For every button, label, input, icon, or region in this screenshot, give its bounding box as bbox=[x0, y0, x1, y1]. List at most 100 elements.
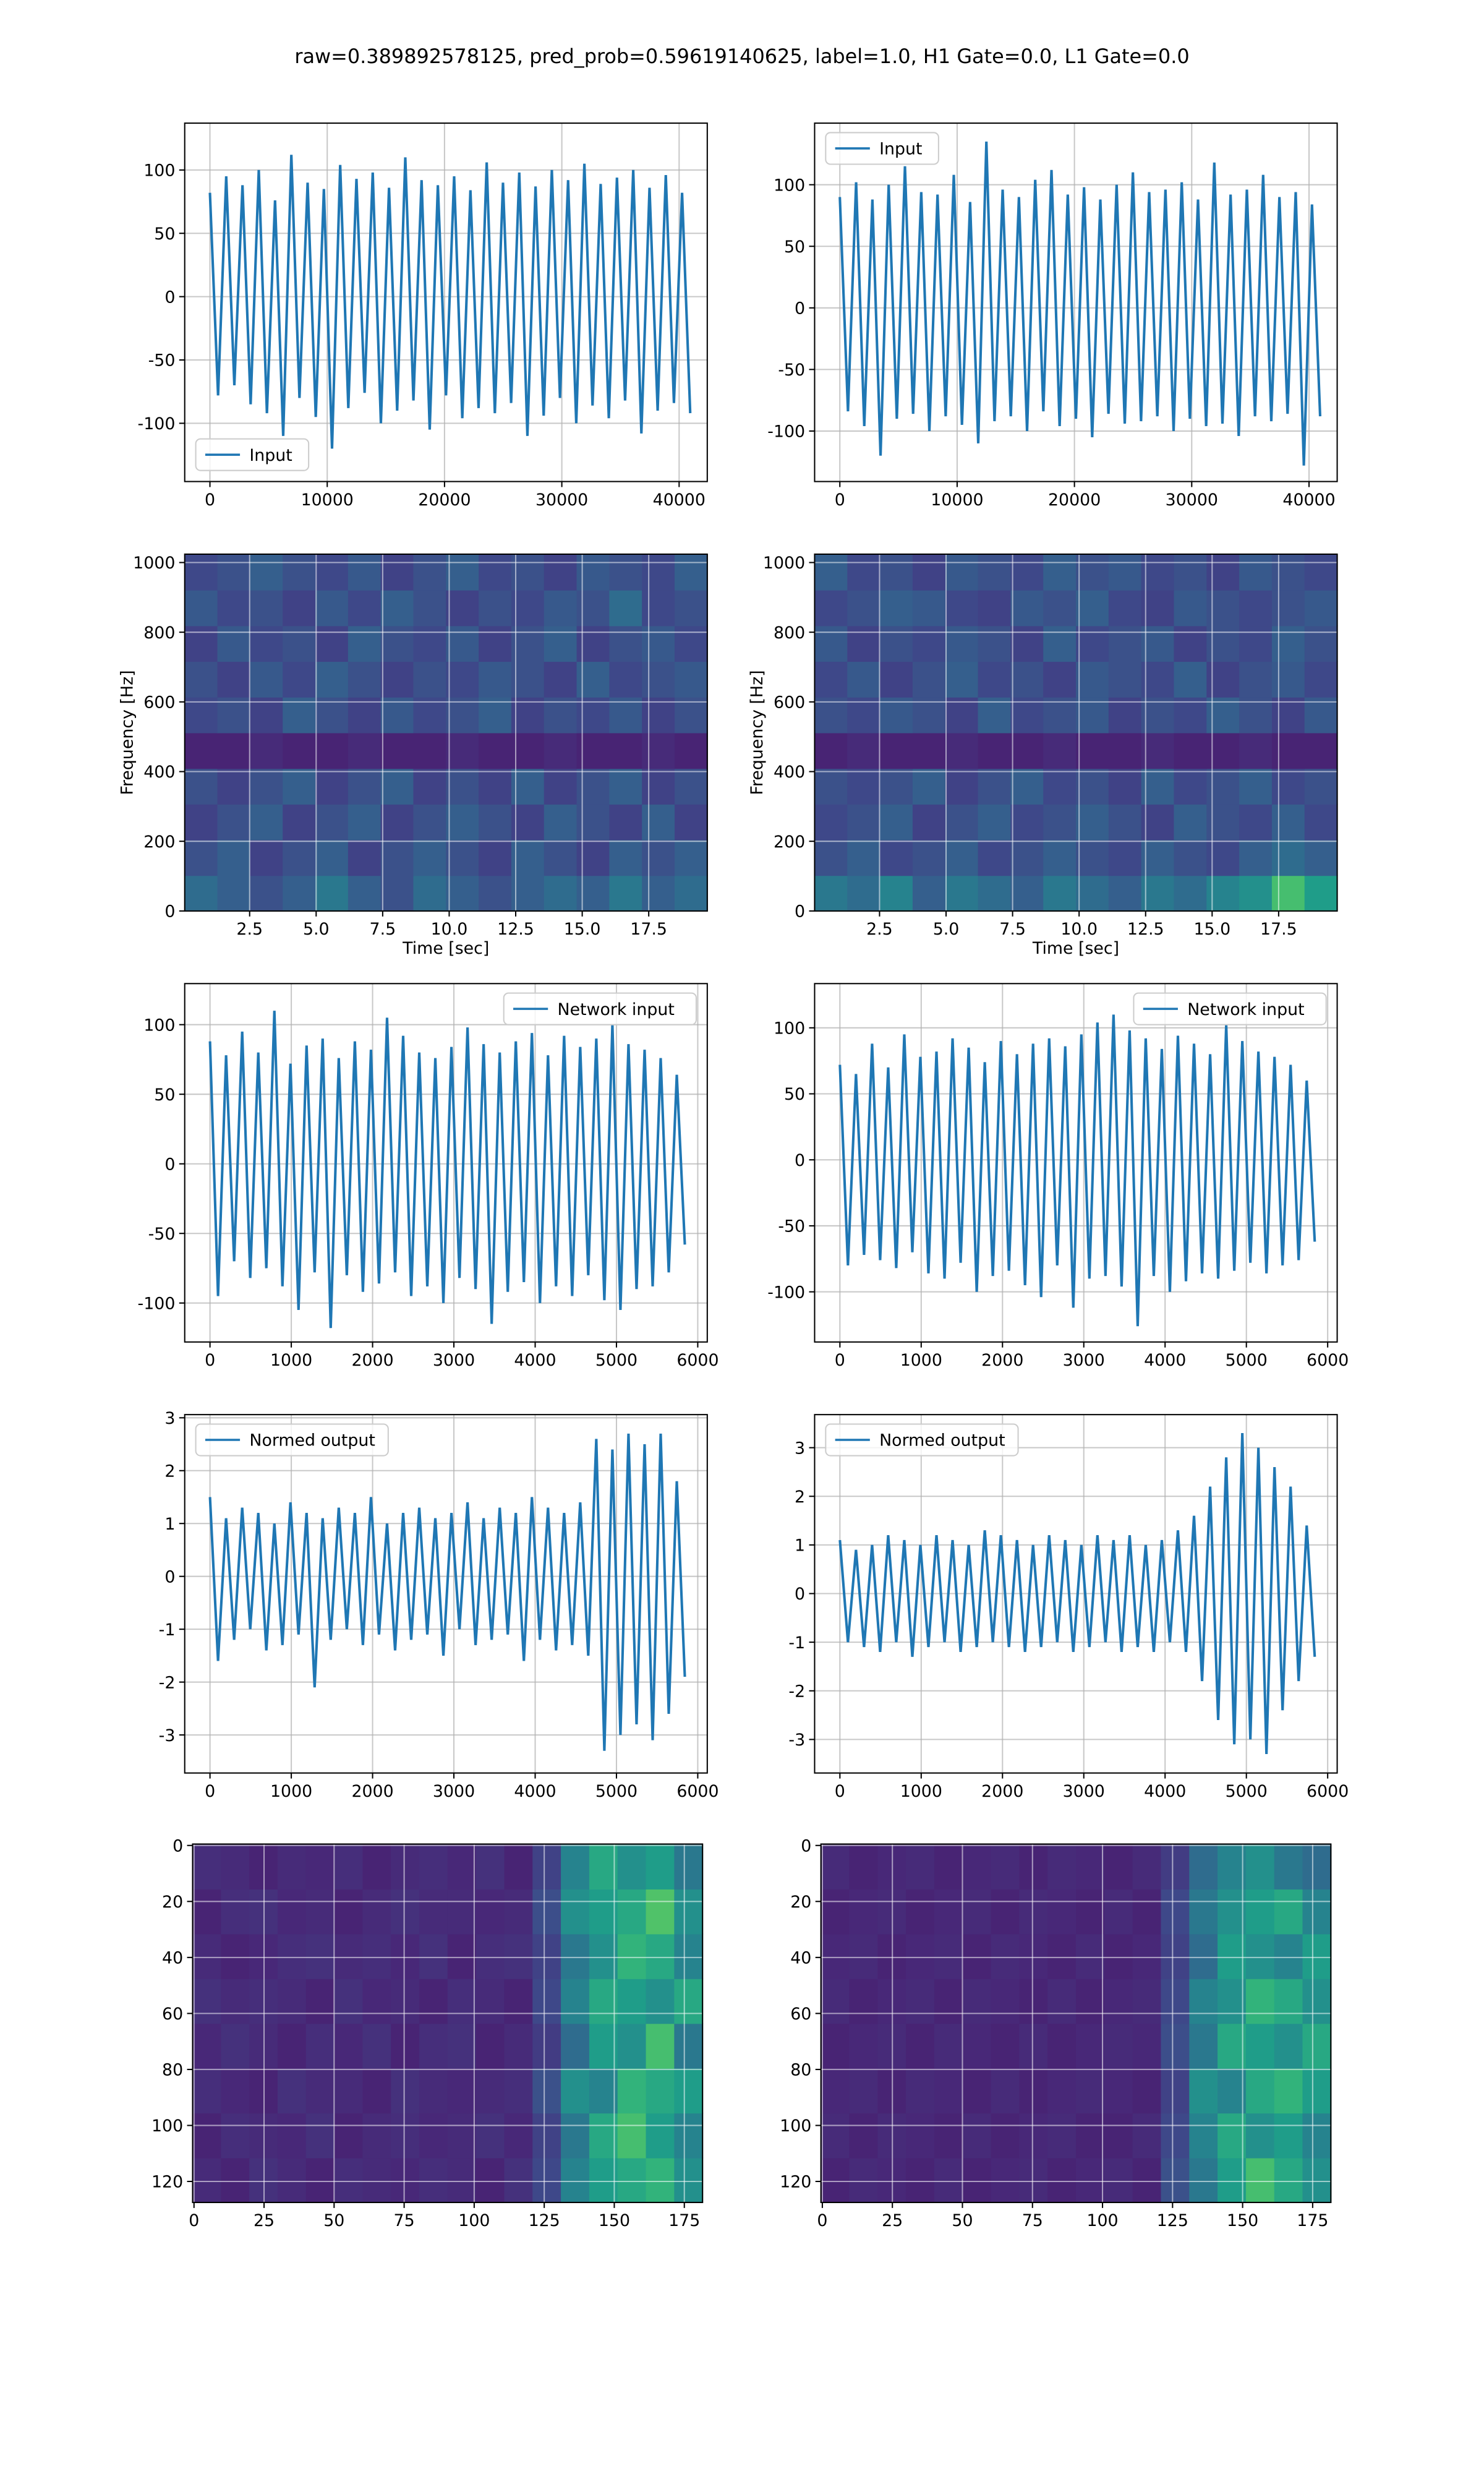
heatmap-cell bbox=[184, 768, 218, 805]
heatmap-cell bbox=[348, 839, 382, 876]
x-tick-label: 2000 bbox=[351, 1782, 393, 1801]
heatmap-cell bbox=[391, 1978, 420, 2024]
heatmap-cell bbox=[674, 2023, 704, 2069]
heatmap-cell bbox=[277, 2068, 307, 2114]
heatmap-cell bbox=[962, 1933, 992, 1979]
heatmap-cell bbox=[561, 2157, 590, 2203]
heatmap-cell bbox=[1174, 875, 1208, 912]
heatmap-cell bbox=[561, 1978, 590, 2024]
x-tick-label: 5000 bbox=[595, 1351, 638, 1370]
heatmap-cell bbox=[617, 1933, 647, 1979]
heatmap-cell bbox=[1189, 2023, 1219, 2069]
heatmap-cell bbox=[814, 839, 848, 876]
heatmap-cell bbox=[419, 2113, 448, 2159]
heatmap-cell bbox=[511, 696, 545, 734]
heatmap-cell bbox=[305, 2157, 335, 2203]
heatmap-cell bbox=[348, 768, 382, 805]
heatmap-cell bbox=[978, 696, 1012, 734]
heatmap-cell bbox=[674, 2068, 704, 2114]
heatmap-cell bbox=[217, 661, 251, 698]
heatmap-cell bbox=[1239, 625, 1273, 662]
heatmap-cell bbox=[675, 696, 708, 734]
heatmap-cell bbox=[1047, 1933, 1077, 1979]
heatmap-cell bbox=[1161, 2023, 1190, 2069]
x-tick-label: 125 bbox=[529, 2211, 560, 2230]
heatmap-cell bbox=[945, 803, 979, 841]
series-line bbox=[838, 1432, 1316, 1755]
heatmap-cell bbox=[849, 1888, 879, 1935]
legend-box bbox=[825, 1423, 1019, 1457]
y-tick-label: -50 bbox=[148, 1225, 176, 1244]
y-tick-label: 0 bbox=[164, 288, 175, 307]
x-tick-label: 2000 bbox=[981, 1351, 1023, 1370]
heatmap-cell bbox=[1304, 625, 1338, 662]
heatmap-cell bbox=[1239, 839, 1273, 876]
heatmap-cell bbox=[646, 1933, 675, 1979]
heatmap-cell bbox=[1141, 839, 1175, 876]
heatmap-cell bbox=[221, 2113, 250, 2159]
heatmap-cell bbox=[646, 1888, 675, 1935]
legend: Network input bbox=[503, 992, 697, 1025]
heatmap-cell bbox=[192, 1933, 222, 1979]
heatmap-cell bbox=[511, 625, 545, 662]
y-tick-label: 60 bbox=[790, 2005, 811, 2024]
heatmap-cell bbox=[1141, 625, 1175, 662]
heatmap-cell bbox=[250, 875, 284, 912]
heatmap-cell bbox=[544, 661, 578, 698]
x-tick-label: 5000 bbox=[595, 1782, 638, 1801]
heatmap-cell bbox=[1076, 2157, 1105, 2203]
heatmap-cell bbox=[250, 661, 284, 698]
heatmap-cell bbox=[184, 661, 218, 698]
legend-label: Network input bbox=[558, 1000, 675, 1019]
heatmap-cell bbox=[978, 875, 1012, 912]
heatmap-cell bbox=[1047, 2068, 1077, 2114]
heatmap-cell bbox=[646, 2113, 675, 2159]
subplot: 2.5 5.0 7.5 10.0 12.5 15.0 17.5 0 200 400 600 800 10… bbox=[117, 553, 708, 958]
heatmap-cell bbox=[217, 839, 251, 876]
heatmap-cell bbox=[1076, 1888, 1105, 1935]
heatmap-cell bbox=[617, 2068, 647, 2114]
legend: Normed output bbox=[195, 1423, 389, 1457]
heatmap-cell bbox=[1161, 1844, 1190, 1890]
heatmap-cell bbox=[419, 1888, 448, 1935]
x-tick-label: 100 bbox=[1086, 2211, 1118, 2230]
y-tick-label: -3 bbox=[788, 1731, 805, 1750]
heatmap-cell bbox=[334, 1933, 364, 1979]
y-tick-label: 100 bbox=[774, 176, 805, 195]
heatmap-cell bbox=[446, 875, 480, 912]
heatmap-cell bbox=[1271, 875, 1305, 912]
y-tick-label: 200 bbox=[143, 833, 175, 852]
heatmap-cell bbox=[880, 875, 913, 912]
heatmap-cell bbox=[475, 1933, 505, 1979]
axes-frame bbox=[814, 553, 1338, 912]
heatmap-cell bbox=[1108, 732, 1142, 769]
heatmap-cell bbox=[1043, 554, 1077, 591]
heatmap-cell bbox=[589, 2023, 618, 2069]
heatmap-cell bbox=[880, 768, 913, 805]
heatmap-cell bbox=[511, 554, 545, 591]
heatmap-cell bbox=[305, 1933, 335, 1979]
x-tick-label: 3000 bbox=[433, 1351, 475, 1370]
heatmap-cell bbox=[642, 768, 676, 805]
heatmap-cell bbox=[192, 2068, 222, 2114]
heatmap-cell bbox=[1076, 803, 1109, 841]
heatmap-cell bbox=[1010, 803, 1044, 841]
x-tick-label: 0 bbox=[205, 490, 215, 510]
heatmap-cell bbox=[1189, 1933, 1219, 1979]
heatmap-cell bbox=[1245, 2068, 1275, 2114]
heatmap-cell bbox=[217, 803, 251, 841]
heatmap-cell bbox=[821, 1978, 850, 2024]
heatmap-cell bbox=[1043, 839, 1077, 876]
heatmap-cell bbox=[814, 732, 848, 769]
heatmap-cell bbox=[511, 839, 545, 876]
heatmap-cell bbox=[532, 2113, 562, 2159]
heatmap-cell bbox=[849, 1933, 879, 1979]
heatmap-cell bbox=[880, 589, 913, 627]
heatmap-cell bbox=[362, 2113, 392, 2159]
heatmap-cell bbox=[504, 1978, 534, 2024]
heatmap-cell bbox=[391, 1844, 420, 1890]
heatmap-cell bbox=[609, 839, 643, 876]
heatmap-cell bbox=[849, 2068, 879, 2114]
heatmap-cell bbox=[617, 2157, 647, 2203]
